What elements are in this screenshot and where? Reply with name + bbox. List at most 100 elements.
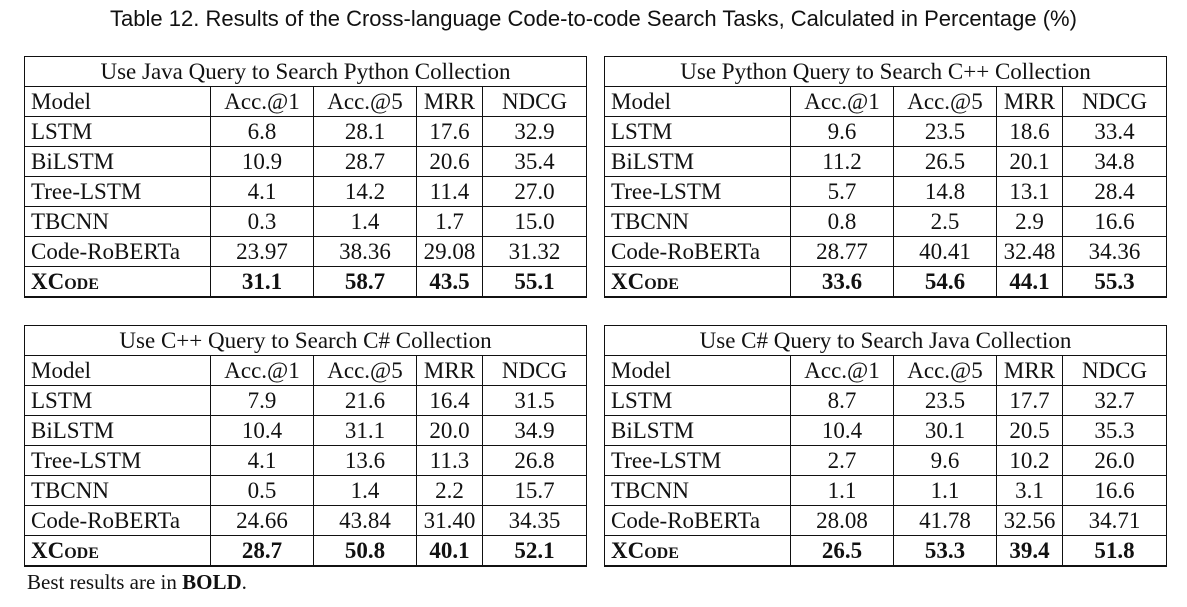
metric-value: 2.7 bbox=[790, 445, 894, 476]
table-title: Use Python Query to Search C++ Collectio… bbox=[603, 56, 1168, 87]
column-header: Acc.@5 bbox=[313, 355, 417, 386]
metric-value: 2.2 bbox=[416, 475, 483, 506]
metric-value: 28.7 bbox=[210, 535, 314, 567]
metric-value: 4.1 bbox=[210, 445, 314, 476]
model-name: BiLSTM bbox=[604, 415, 791, 446]
metric-value: 10.9 bbox=[210, 146, 314, 177]
metric-value: 0.5 bbox=[210, 475, 314, 506]
footnote: Best results are in BOLD. bbox=[27, 568, 247, 596]
metric-value: 32.56 bbox=[996, 505, 1063, 536]
metric-value: 6.8 bbox=[210, 116, 314, 147]
model-name: BiLSTM bbox=[24, 415, 211, 446]
metric-value: 11.4 bbox=[416, 176, 483, 207]
metric-value: 10.4 bbox=[210, 415, 314, 446]
table-title: Use C# Query to Search Java Collection bbox=[603, 325, 1168, 356]
header-row: Model Acc.@1 Acc.@5 MRR NDCG bbox=[604, 355, 1168, 386]
table-row: TBCNN 0.8 2.5 2.9 16.6 bbox=[604, 206, 1168, 237]
table-row: Code-RoBERTa 28.77 40.41 32.48 34.36 bbox=[604, 236, 1168, 267]
metric-value: 26.5 bbox=[790, 535, 894, 567]
metric-value: 34.9 bbox=[482, 415, 587, 446]
metric-value: 43.5 bbox=[416, 266, 483, 298]
metric-value: 10.2 bbox=[996, 445, 1063, 476]
metric-value: 2.5 bbox=[893, 206, 997, 237]
metric-value: 33.6 bbox=[790, 266, 894, 298]
metric-value: 30.1 bbox=[893, 415, 997, 446]
metric-value: 33.4 bbox=[1061, 116, 1168, 147]
metric-value: 11.3 bbox=[416, 445, 483, 476]
metric-value: 34.8 bbox=[1061, 146, 1168, 177]
column-header: MRR bbox=[996, 355, 1063, 386]
metric-value: 31.1 bbox=[313, 415, 417, 446]
metric-value: 18.6 bbox=[996, 116, 1063, 147]
column-header: Model bbox=[604, 355, 791, 386]
header-row: Model Acc.@1 Acc.@5 MRR NDCG bbox=[24, 86, 588, 117]
metric-value: 58.7 bbox=[313, 266, 417, 298]
metric-value: 5.7 bbox=[790, 176, 894, 207]
model-name: Tree-LSTM bbox=[604, 445, 791, 476]
metric-value: 41.78 bbox=[893, 505, 997, 536]
model-name: TBCNN bbox=[24, 206, 211, 237]
table-row: XCode 28.7 50.8 40.1 52.1 bbox=[24, 535, 587, 567]
metric-value: 31.1 bbox=[210, 266, 314, 298]
header-row: Model Acc.@1 Acc.@5 MRR NDCG bbox=[24, 355, 587, 386]
column-header: NDCG bbox=[1061, 355, 1168, 386]
metric-value: 9.6 bbox=[790, 116, 894, 147]
metric-value: 14.2 bbox=[313, 176, 417, 207]
table-row: XCode 33.6 54.6 44.1 55.3 bbox=[604, 266, 1168, 298]
metric-value: 43.84 bbox=[313, 505, 417, 536]
model-name: TBCNN bbox=[24, 475, 211, 506]
results-table-csharp-to-java: Use C# Query to Search Java Collection Mo… bbox=[603, 325, 1168, 567]
metric-value: 40.1 bbox=[416, 535, 483, 567]
metric-value: 28.08 bbox=[790, 505, 894, 536]
metric-value: 15.7 bbox=[482, 475, 587, 506]
metric-value: 1.1 bbox=[893, 475, 997, 506]
metric-value: 32.7 bbox=[1061, 385, 1168, 416]
model-name: Tree-LSTM bbox=[604, 176, 791, 207]
footnote-prefix: Best results are in bbox=[27, 570, 183, 594]
table-row: TBCNN 0.5 1.4 2.2 15.7 bbox=[24, 475, 587, 506]
model-name: XCode bbox=[604, 535, 791, 567]
metric-value: 54.6 bbox=[893, 266, 997, 298]
metric-value: 0.3 bbox=[210, 206, 314, 237]
column-header: NDCG bbox=[481, 86, 588, 117]
column-header: Acc.@1 bbox=[210, 86, 314, 117]
metric-value: 17.7 bbox=[996, 385, 1063, 416]
column-header: NDCG bbox=[482, 355, 587, 386]
header-row: Model Acc.@1 Acc.@5 MRR NDCG bbox=[604, 86, 1168, 117]
metric-value: 20.1 bbox=[996, 146, 1063, 177]
metric-value: 1.1 bbox=[790, 475, 894, 506]
metric-value: 23.97 bbox=[210, 236, 314, 267]
metric-value: 17.6 bbox=[416, 116, 483, 147]
model-name: XCode bbox=[24, 535, 211, 567]
metric-value: 13.6 bbox=[313, 445, 417, 476]
metric-value: 35.4 bbox=[481, 146, 588, 177]
metric-value: 13.1 bbox=[996, 176, 1063, 207]
metric-value: 34.35 bbox=[482, 505, 587, 536]
metric-value: 4.1 bbox=[210, 176, 314, 207]
metric-value: 20.6 bbox=[416, 146, 483, 177]
column-header: Model bbox=[24, 86, 211, 117]
metric-value: 35.3 bbox=[1061, 415, 1168, 446]
metric-value: 29.08 bbox=[416, 236, 483, 267]
metric-value: 40.41 bbox=[893, 236, 997, 267]
metric-value: 28.7 bbox=[313, 146, 417, 177]
metric-value: 0.8 bbox=[790, 206, 894, 237]
metric-value: 44.1 bbox=[996, 266, 1063, 298]
table-row: Tree-LSTM 2.7 9.6 10.2 26.0 bbox=[604, 445, 1168, 476]
model-name: Tree-LSTM bbox=[24, 176, 211, 207]
metric-value: 16.6 bbox=[1061, 475, 1168, 506]
metric-value: 16.6 bbox=[1061, 206, 1168, 237]
model-name: BiLSTM bbox=[24, 146, 211, 177]
column-header: Acc.@5 bbox=[893, 355, 997, 386]
column-header: Acc.@5 bbox=[893, 86, 997, 117]
metric-value: 52.1 bbox=[482, 535, 587, 567]
metric-value: 10.4 bbox=[790, 415, 894, 446]
metric-value: 15.0 bbox=[481, 206, 588, 237]
model-name: LSTM bbox=[604, 385, 791, 416]
results-table-python-to-cpp: Use Python Query to Search C++ Collectio… bbox=[603, 56, 1168, 298]
metric-value: 31.5 bbox=[482, 385, 587, 416]
metric-value: 14.8 bbox=[893, 176, 997, 207]
results-table-java-to-python: Use Java Query to Search Python Collecti… bbox=[23, 56, 588, 298]
table-row: Tree-LSTM 5.7 14.8 13.1 28.4 bbox=[604, 176, 1168, 207]
table-title: Use Java Query to Search Python Collecti… bbox=[23, 56, 588, 87]
